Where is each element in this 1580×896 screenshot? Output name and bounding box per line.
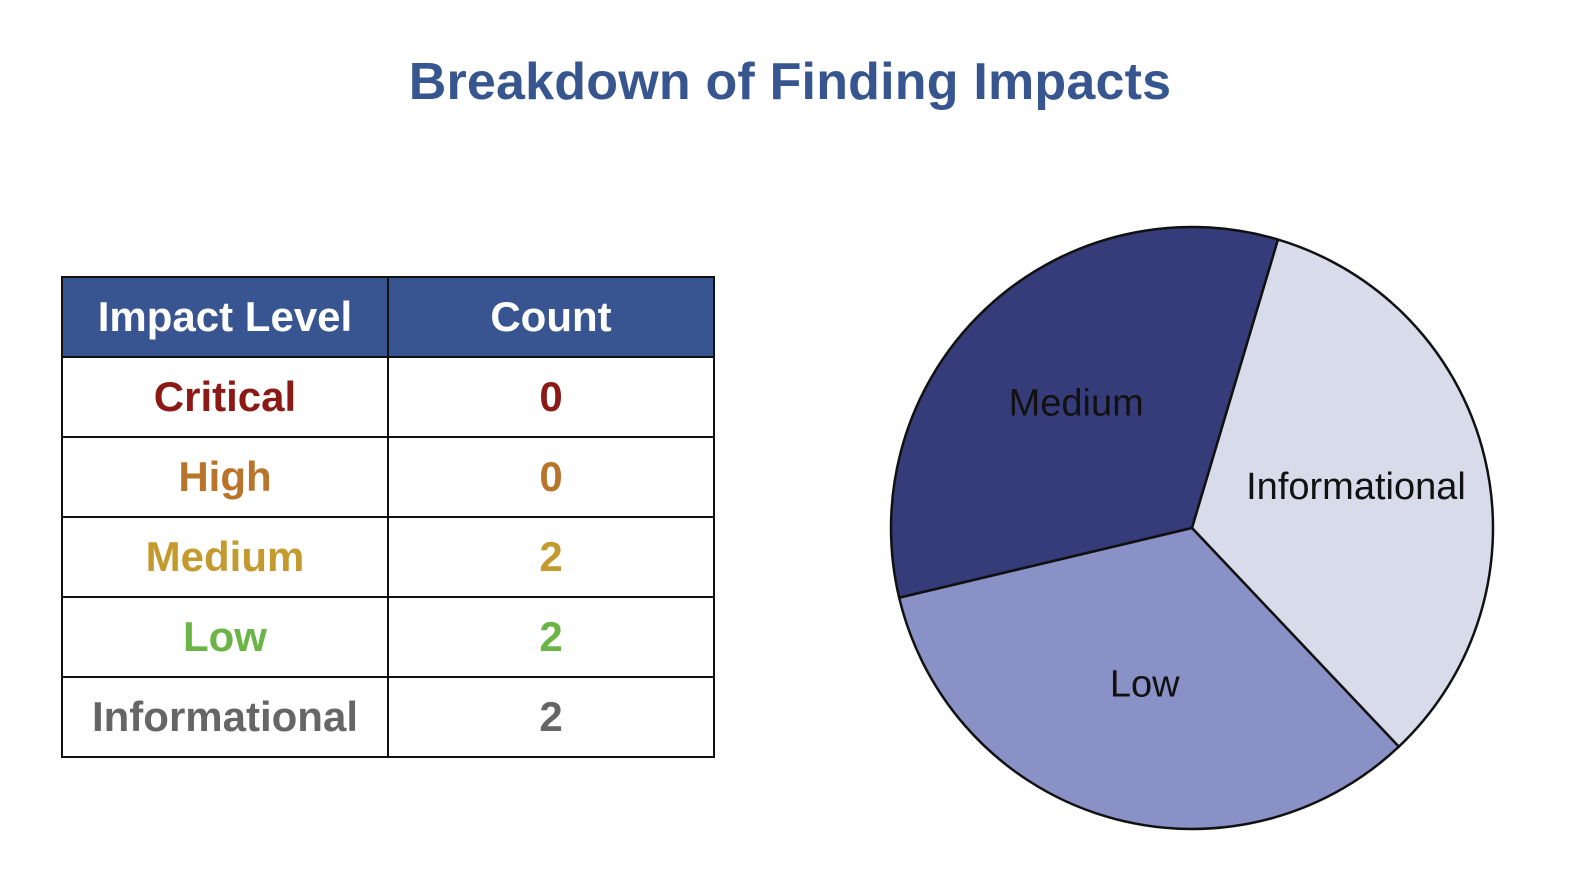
pie-label-low: Low: [1110, 664, 1180, 706]
cell-count: 2: [387, 596, 715, 678]
cell-count: 0: [387, 436, 715, 518]
pie-slice-informational: [1190, 238, 1495, 748]
table-row: Medium 2: [61, 516, 715, 598]
cell-level: Medium: [61, 516, 389, 598]
header-count: Count: [387, 276, 715, 358]
table-row: High 0: [61, 436, 715, 518]
cell-level: Informational: [61, 676, 389, 758]
pie-label-informational: Informational: [1246, 466, 1466, 508]
cell-level: High: [61, 436, 389, 518]
impact-pie-chart: Medium Informational Low: [889, 225, 1495, 831]
table-header-row: Impact Level Count: [61, 276, 715, 358]
table-row: Critical 0: [61, 356, 715, 438]
table-row: Low 2: [61, 596, 715, 678]
cell-count: 0: [387, 356, 715, 438]
cell-level: Critical: [61, 356, 389, 438]
pie-label-medium: Medium: [1009, 383, 1144, 425]
pie-slice-medium: [889, 225, 1280, 600]
page-title: Breakdown of Finding Impacts: [408, 53, 1172, 111]
cell-level: Low: [61, 596, 389, 678]
cell-count: 2: [387, 516, 715, 598]
cell-count: 2: [387, 676, 715, 758]
table-row: Informational 2: [61, 676, 715, 758]
header-impact-level: Impact Level: [61, 276, 389, 358]
pie-slice-low: [897, 526, 1401, 831]
impact-table: Impact Level Count Critical 0 High 0 Med…: [61, 276, 715, 758]
